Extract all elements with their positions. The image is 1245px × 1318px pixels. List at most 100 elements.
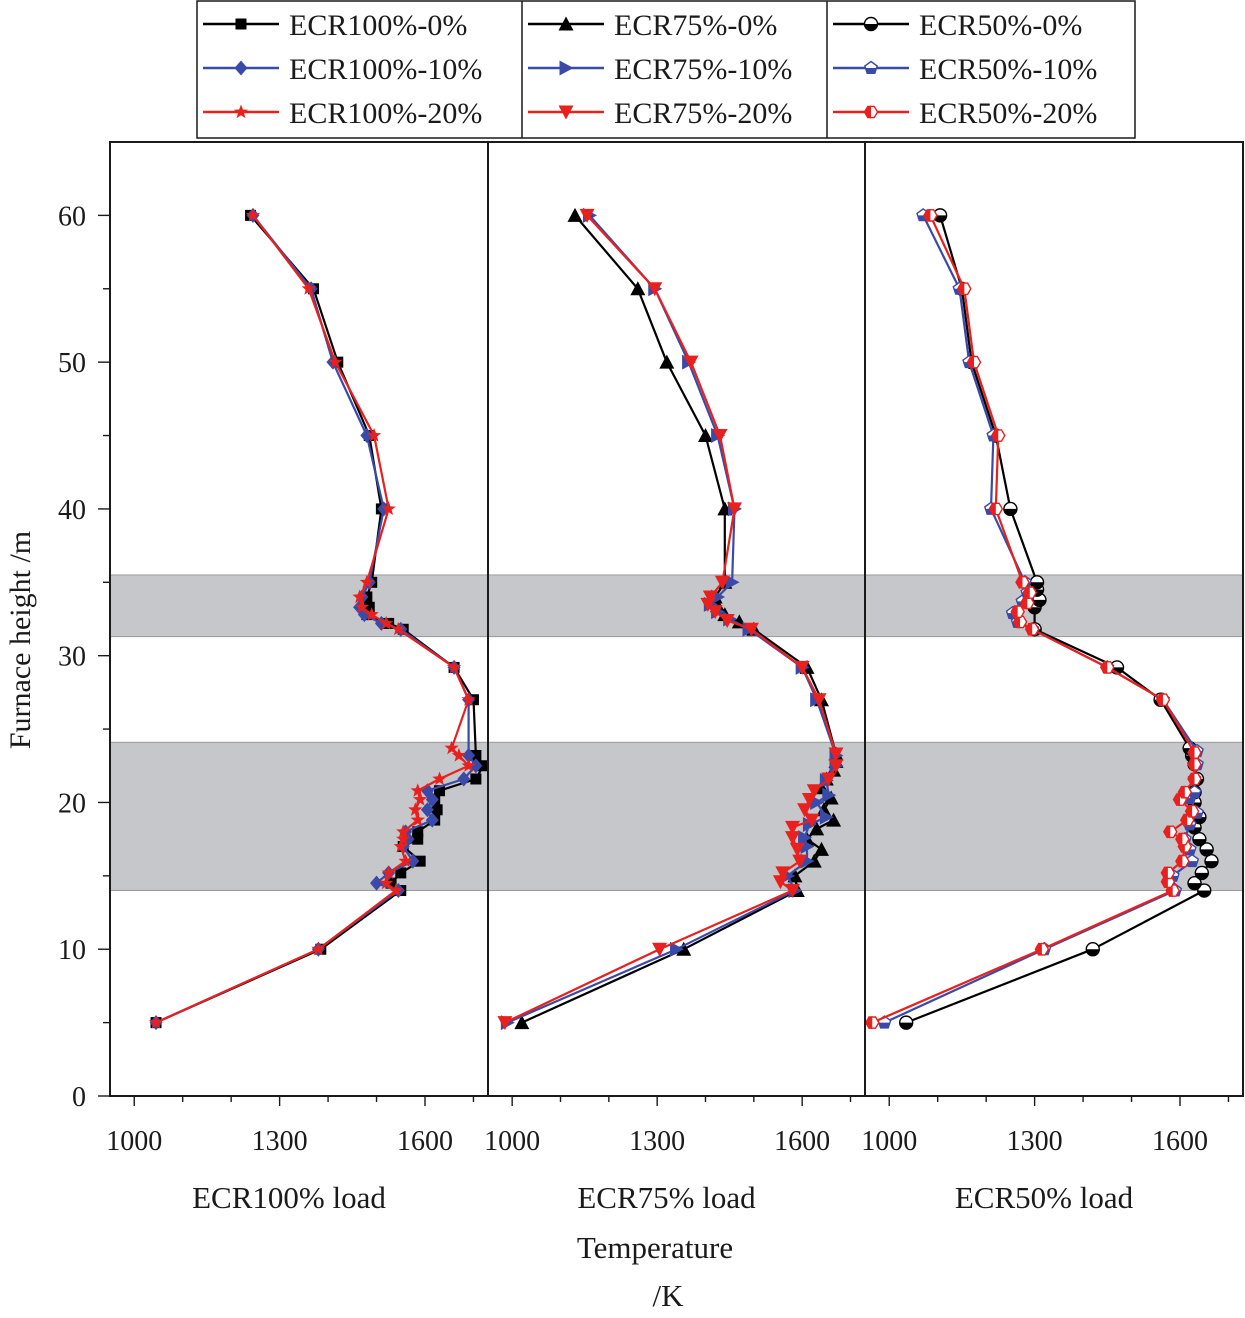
legend-marker-ECR75%-10% [559,60,574,76]
data-point-ECR50%-20%-0 [864,1016,880,1030]
data-point-ECR75%-20%-0 [497,1016,513,1031]
legend-item-ECR75%-10%: ECR75%-10% [528,53,792,86]
data-point-ECR100%-20%-3 [379,875,394,890]
data-point-ECR50%-20%-25 [990,429,1006,443]
legend-marker-ECR75%-20% [558,105,574,120]
data-point-ECR100%-20%-0 [148,1015,164,1029]
x-axis-label: Temperature [577,1230,733,1265]
data-point-ECR75%-0%-28 [567,207,583,222]
data-point-ECR75%-20%-8 [785,820,800,835]
data-point-ECR100%-10%-3 [370,875,384,891]
legend-marker-ECR50%-10% [863,60,879,75]
panel-1 [148,207,489,1031]
panel-label-1: ECR100% load [192,1180,386,1215]
data-point-ECR75%-0%-8 [826,812,842,827]
data-point-ECR75%-20%-26 [683,355,699,370]
legend-marker-ECR100%-20% [233,104,249,119]
data-point-ECR75%-0%-25 [698,428,713,443]
data-point-ECR75%-20%-20 [707,605,723,620]
data-point-ECR100%-20%-14 [461,758,476,772]
data-point-ECR50%-20%-13 [1187,772,1202,786]
data-point-ECR100%-20%-19 [391,621,406,636]
data-point-ECR50%-0%-6 [1199,842,1214,857]
data-point-ECR75%-10%-7 [802,816,817,832]
data-point-ECR100%-10%-15 [462,747,476,763]
data-point-ECR100%-0%-13 [470,773,482,785]
data-point-ECR50%-20%-21 [1019,596,1035,610]
data-point-ECR75%-20%-9 [804,813,820,828]
data-point-ECR100%-10%-5 [406,853,420,869]
data-point-ECR75%-0%-3 [787,868,803,883]
data-point-ECR50%-20%-18 [1024,622,1040,636]
y-tick-label-40: 40 [58,495,86,526]
y-tick-label-0: 0 [72,1082,86,1113]
data-point-ECR75%-20%-25 [712,429,728,444]
data-point-ECR50%-20%-15 [1187,746,1202,760]
data-point-ECR50%-20%-27 [956,282,972,296]
legend-label: ECR50%-20% [919,97,1097,130]
data-point-ECR50%-20%-17 [1099,660,1115,674]
data-point-ECR100%-0%-4 [395,867,407,879]
data-point-ECR100%-0%-3 [385,877,397,889]
data-point-ECR75%-20%-19 [719,613,735,628]
data-point-ECR50%-0%-22 [1029,575,1045,590]
data-point-ECR50%-20%-20 [1010,605,1026,619]
x-tick-label-p2-1600: 1600 [774,1126,830,1157]
data-point-ECR75%-0%-7 [809,821,825,836]
data-point-ECR50%-0%-23 [1003,501,1018,517]
data-point-ECR100%-20%-7 [396,831,411,846]
data-point-ECR75%-20%-4 [775,866,791,881]
data-point-ECR75%-20%-15 [828,747,844,762]
data-point-ECR100%-0%-14 [477,760,489,772]
data-point-ECR100%-20%-28 [301,281,316,295]
x-tick-label-p2-1300: 1300 [629,1126,685,1157]
data-point-ECR75%-10%-21 [725,574,740,590]
data-point-ECR75%-20%-10 [797,803,813,818]
legend-label: ECR100%-0% [289,9,467,42]
x-tick-label-p1-1000: 1000 [106,1126,162,1157]
data-point-ECR50%-20%-26 [966,355,982,369]
shaded-bands [109,574,1244,892]
data-point-ECR100%-0%-10 [431,804,443,816]
data-point-ECR100%-20%-17 [461,692,476,706]
data-point-ECR100%-10%-14 [469,758,483,774]
data-point-ECR50%-0%-3 [1187,875,1202,891]
data-point-ECR100%-20%-20 [379,615,394,630]
y-tick-label-10: 10 [58,935,86,966]
data-point-ECR100%-20%-16 [444,740,459,755]
data-point-ECR50%-0%-2 [1197,883,1212,898]
data-point-ECR75%-20%-28 [579,208,595,223]
data-point-ECR75%-20%-17 [794,660,810,675]
y-tick-label-30: 30 [58,642,86,673]
data-point-ECR75%-10%-8 [819,809,834,825]
data-point-ECR100%-20%-15 [451,748,467,762]
shaded-band-1 [109,741,1244,892]
legend-marker-ECR50%-0% [863,16,879,32]
data-point-ECR75%-20%-22 [702,590,718,605]
legend-item-ECR100%-0%: ECR100%-0% [203,9,467,42]
plot-frame: 1000 1300 1600 ECR100% load 1000 1300 1600 ECR7… [58,141,1244,1215]
data-point-ECR100%-20%-18 [446,659,462,674]
data-point-ECR75%-20%-2 [785,884,800,899]
series-ECR100%-20% [148,207,476,1029]
data-point-ECR50%-0%-4 [1194,865,1210,881]
data-point-ECR100%-10%-13 [457,771,471,787]
plot-border [109,141,1244,1097]
x-tick-label-p2-1000: 1000 [484,1126,540,1157]
data-point-ECR50%-20%-7 [1175,832,1190,846]
x-tick-label-p1-1300: 1300 [252,1126,308,1157]
x-tick-label-p3-1300: 1300 [1007,1126,1063,1157]
data-point-ECR75%-0%-26 [659,354,675,369]
legend-label: ECR75%-20% [614,97,792,130]
y-tick-label-60: 60 [58,201,86,232]
data-point-ECR100%-10%-9 [425,812,439,828]
data-point-ECR50%-20%-12 [1177,785,1193,799]
data-point-ECR75%-20%-6 [789,842,805,857]
data-point-ECR100%-20%-10 [408,802,423,816]
data-point-ECR50%-20%-28 [923,208,938,222]
data-point-ECR50%-20%-5 [1175,854,1190,868]
data-point-ECR75%-10%-10 [822,787,837,803]
data-point-ECR100%-0%-12 [434,785,446,797]
data-point-ECR75%-20%-1 [652,942,668,957]
legend-marker-ECR75%-0% [558,16,574,31]
